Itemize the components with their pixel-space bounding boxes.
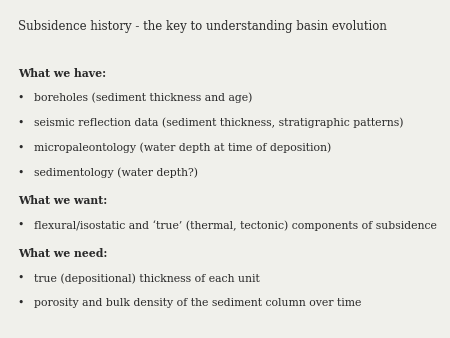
Text: true (depositional) thickness of each unit: true (depositional) thickness of each un… xyxy=(34,273,260,284)
Text: •: • xyxy=(18,220,28,231)
Text: •: • xyxy=(18,273,28,283)
Text: What we need:: What we need: xyxy=(18,248,108,259)
Text: What we have:: What we have: xyxy=(18,68,106,79)
Text: boreholes (sediment thickness and age): boreholes (sediment thickness and age) xyxy=(34,93,252,103)
Text: micropaleontology (water depth at time of deposition): micropaleontology (water depth at time o… xyxy=(34,143,331,153)
Text: •: • xyxy=(18,168,28,178)
Text: What we want:: What we want: xyxy=(18,195,107,207)
Text: •: • xyxy=(18,143,28,153)
Text: •: • xyxy=(18,118,28,128)
Text: seismic reflection data (sediment thickness, stratigraphic patterns): seismic reflection data (sediment thickn… xyxy=(34,118,403,128)
Text: •: • xyxy=(18,298,28,308)
Text: sedimentology (water depth?): sedimentology (water depth?) xyxy=(34,168,198,178)
Text: Subsidence history - the key to understanding basin evolution: Subsidence history - the key to understa… xyxy=(18,20,387,33)
Text: porosity and bulk density of the sediment column over time: porosity and bulk density of the sedimen… xyxy=(34,298,361,308)
Text: flexural/isostatic and ‘true’ (thermal, tectonic) components of subsidence: flexural/isostatic and ‘true’ (thermal, … xyxy=(34,220,436,231)
Text: •: • xyxy=(18,93,28,103)
